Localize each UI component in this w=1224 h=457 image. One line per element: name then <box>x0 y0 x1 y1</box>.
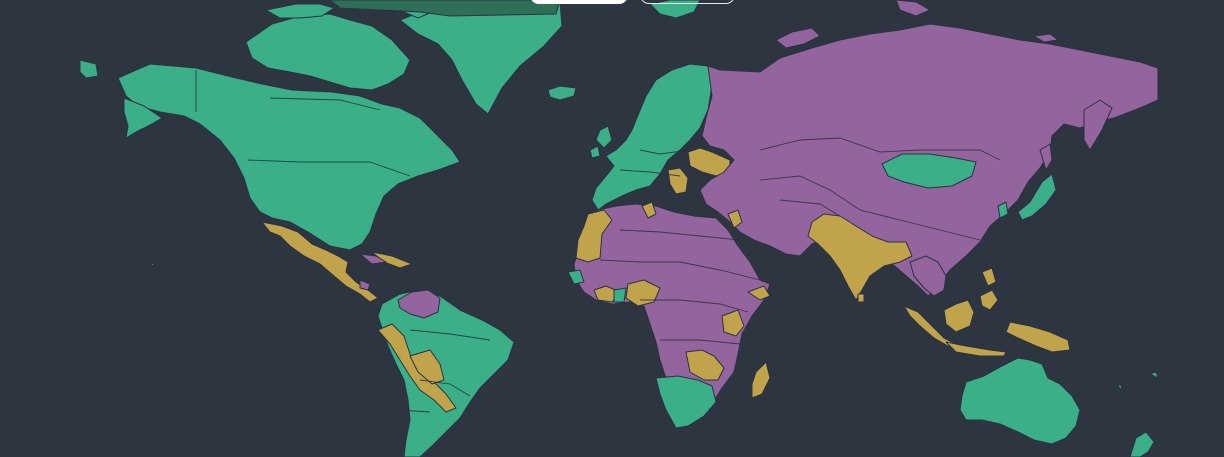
region-middle-east-gold[interactable] <box>641 201 743 229</box>
region-oceania[interactable] <box>959 357 1159 457</box>
region-africa-gold[interactable] <box>575 209 771 399</box>
region-greenland-highlight[interactable] <box>329 0 561 17</box>
region-indochina[interactable] <box>909 255 947 297</box>
region-south-america[interactable] <box>377 289 515 457</box>
region-south-asia[interactable] <box>807 213 913 303</box>
region-andes[interactable] <box>377 323 457 413</box>
region-north-america[interactable] <box>79 0 701 267</box>
region-japan[interactable] <box>997 173 1057 221</box>
region-mongolia[interactable] <box>881 153 977 189</box>
region-southeast-asia[interactable] <box>903 267 1071 357</box>
map-toggle-button-primary[interactable] <box>530 0 628 4</box>
region-central-america[interactable] <box>261 221 413 303</box>
map-toggle-button-secondary[interactable] <box>640 0 735 4</box>
region-europe[interactable] <box>589 63 713 211</box>
region-africa-green[interactable] <box>567 269 717 429</box>
country-borders <box>195 70 1001 413</box>
region-venezuela[interactable] <box>359 253 441 319</box>
